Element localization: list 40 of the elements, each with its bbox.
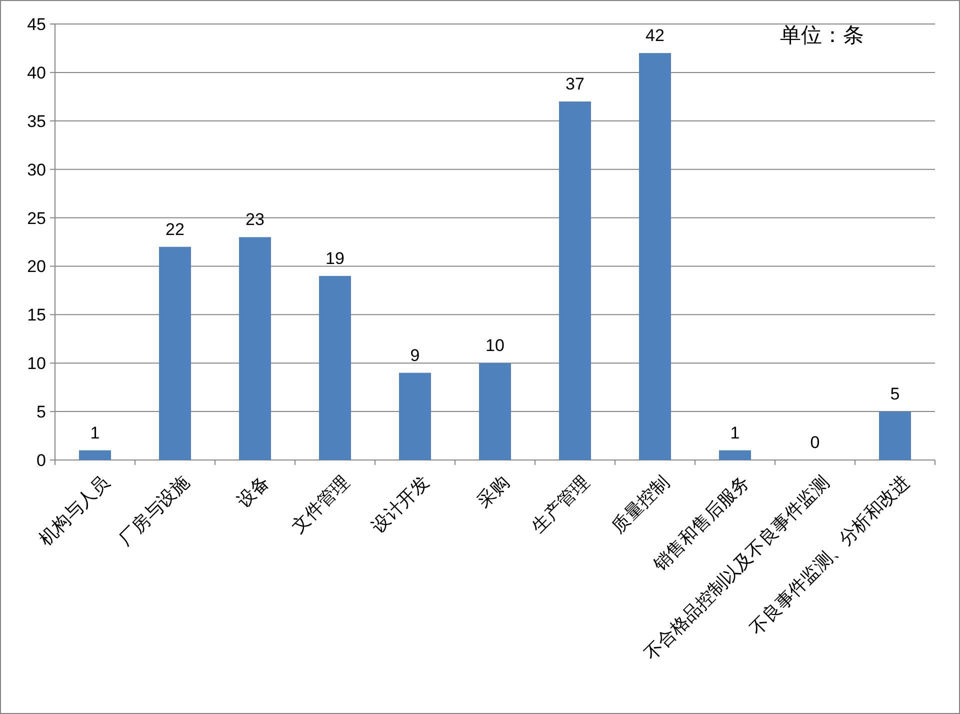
x-tick-label: 机构与人员	[35, 472, 113, 550]
bar	[239, 237, 271, 460]
x-tick-label: 生产管理	[528, 472, 593, 537]
x-tick-label: 采购	[473, 472, 513, 512]
data-label: 19	[326, 248, 344, 268]
data-label: 37	[566, 74, 584, 94]
data-label: 0	[810, 433, 820, 452]
data-label: 22	[166, 220, 184, 239]
y-tick-label: 15	[27, 306, 46, 325]
x-tick-label: 文件管理	[288, 472, 353, 537]
data-label: 9	[410, 346, 420, 365]
bar	[559, 102, 591, 460]
data-label: 5	[890, 384, 900, 404]
y-tick-label: 35	[27, 112, 46, 131]
x-tick-label: 质量控制	[608, 472, 673, 537]
y-tick-label: 0	[36, 451, 46, 470]
y-tick-label: 40	[27, 63, 46, 82]
data-label: 1	[90, 423, 100, 442]
bar	[879, 412, 911, 460]
bar	[399, 372, 431, 460]
y-tick-label: 20	[27, 257, 46, 276]
y-tick-label: 25	[27, 208, 46, 228]
y-tick-label: 10	[27, 354, 46, 374]
bar	[639, 53, 671, 460]
bar	[479, 363, 511, 460]
data-label: 10	[486, 336, 504, 356]
bar	[79, 450, 111, 460]
y-tick-label: 45	[27, 15, 46, 34]
data-label: 42	[646, 26, 664, 46]
data-label: 23	[246, 210, 264, 230]
y-tick-label: 5	[36, 402, 46, 422]
bar	[319, 276, 351, 460]
x-tick-label: 设计开发	[368, 472, 433, 537]
x-tick-label: 设备	[233, 472, 273, 512]
data-label: 1	[730, 423, 740, 442]
y-tick-label: 30	[27, 160, 46, 180]
bar	[159, 246, 191, 460]
annotation: 单位：条	[780, 24, 864, 47]
x-tick-label: 厂房与设施	[115, 472, 193, 550]
bar	[719, 450, 751, 460]
